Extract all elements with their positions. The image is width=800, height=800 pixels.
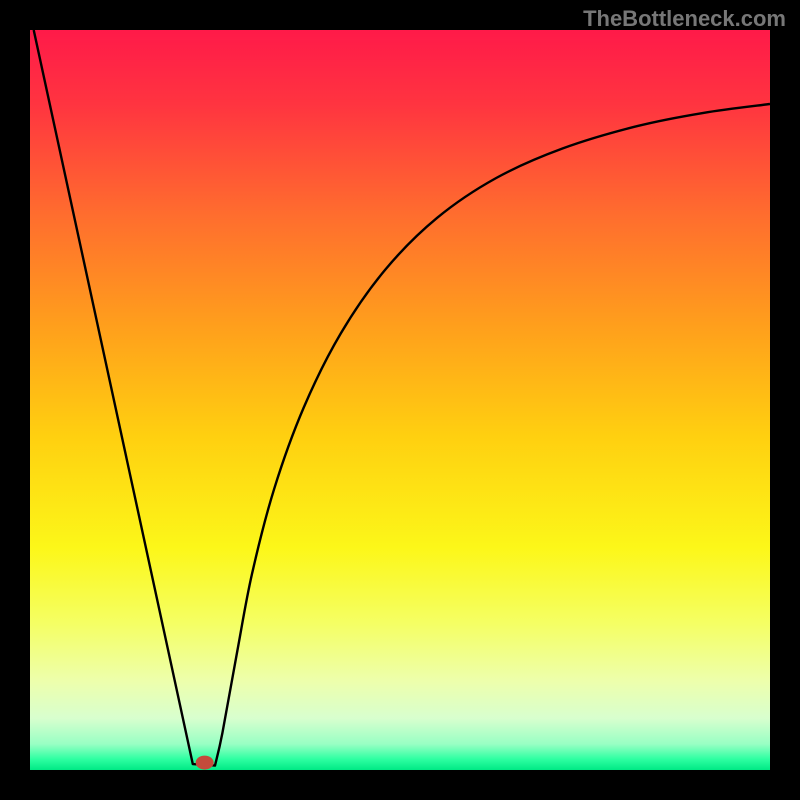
valley-marker — [196, 756, 214, 770]
plot-area — [30, 30, 770, 770]
chart-svg — [30, 30, 770, 770]
chart-container: TheBottleneck.com — [0, 0, 800, 800]
gradient-background — [30, 30, 770, 770]
watermark-text: TheBottleneck.com — [583, 6, 786, 32]
